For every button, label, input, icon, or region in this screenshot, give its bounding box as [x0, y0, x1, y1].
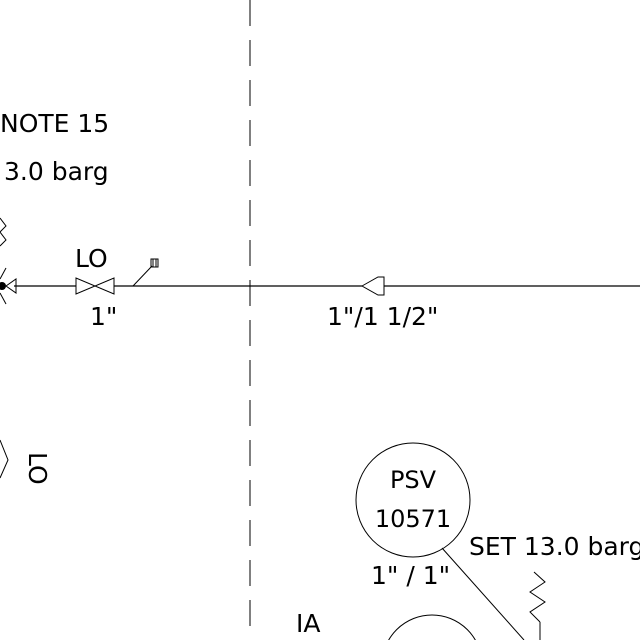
ia-tag-label: IA: [296, 609, 320, 638]
lo-rotated-tag: LO: [23, 452, 52, 485]
reducer-icon: [360, 276, 385, 296]
psv-set-pressure-label: SET 13.0 barg: [469, 532, 640, 561]
psv-name-label: PSV: [390, 466, 437, 494]
psv-number-label: 10571: [375, 505, 451, 533]
note-label: NOTE 15: [0, 109, 109, 138]
left-edge-instrument-symbol: [0, 267, 17, 305]
psv-spring-icon: [529, 571, 546, 640]
reducer-size-label: 1"/1 1/2": [327, 302, 438, 331]
psv-leader-line: [441, 547, 525, 640]
lock-tag-icon: [132, 258, 159, 287]
psv-balloon[interactable]: [355, 442, 471, 558]
psv-size-label: 1" / 1": [371, 561, 450, 590]
left-lo-valve-icon: [0, 439, 9, 479]
lo-valve-tag: LO: [75, 244, 108, 273]
ia-balloon[interactable]: [382, 614, 482, 640]
left-set-pressure-label: 3.0 barg: [4, 157, 109, 186]
valve-size-label: 1": [90, 302, 117, 331]
lo-gate-valve-icon[interactable]: [75, 277, 115, 295]
left-spring-icon: [0, 217, 7, 247]
